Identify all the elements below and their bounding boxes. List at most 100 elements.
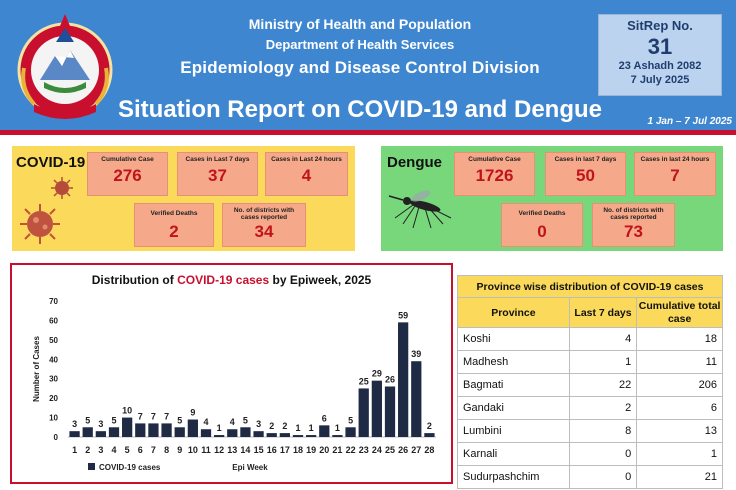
dengue-cumulative-label: Cumulative Case (468, 156, 521, 163)
dengue-deaths-label: Verified Deaths (518, 210, 566, 217)
province-last7: 0 (568, 442, 638, 466)
table-row: Karnali 0 1 (457, 442, 723, 466)
x-tick-label: 21 (332, 445, 342, 455)
chart-bar (411, 361, 422, 437)
dengue-cumulative-value: 1726 (475, 166, 514, 186)
bar-value-label: 2 (427, 421, 432, 431)
report-header: Ministry of Health and Population Depart… (0, 0, 736, 130)
bar-value-label: 1 (335, 423, 340, 433)
chart-bar (174, 427, 185, 437)
x-tick-label: 27 (411, 445, 421, 455)
dengue-last7-card: Cases in last 7 days 50 (545, 152, 626, 196)
province-last7: 1 (568, 350, 638, 374)
covid-districts-value: 34 (254, 222, 274, 242)
chart-bar (319, 425, 330, 437)
x-tick-label: 11 (201, 445, 211, 455)
legend-label: COVID-19 cases (99, 463, 161, 472)
sitrep-label: SitRep No. (627, 18, 693, 33)
province-total: 13 (636, 419, 723, 443)
dengue-panel-title: Dengue (387, 154, 443, 171)
division-name: Epidemiology and Disease Control Divisio… (180, 58, 540, 77)
covid-deaths-label: Verified Deaths (150, 210, 198, 217)
bar-value-label: 3 (98, 419, 103, 429)
province-name: Bagmati (457, 373, 570, 397)
bar-value-label: 2 (269, 421, 274, 431)
covid-last7-card: Cases in Last 7 days 37 (177, 152, 258, 196)
y-axis-label: Number of Cases (32, 336, 41, 402)
x-tick-label: 5 (125, 445, 130, 455)
province-name: Madhesh (457, 350, 570, 374)
chart-bar (266, 433, 277, 437)
y-tick-label: 20 (49, 394, 58, 403)
x-tick-label: 12 (214, 445, 224, 455)
province-last7: 0 (568, 465, 638, 489)
nepal-emblem-icon (17, 14, 113, 119)
table-row: Koshi 4 18 (457, 327, 723, 351)
sitrep-box: SitRep No. 31 23 Ashadh 2082 7 July 2025 (598, 14, 722, 96)
covid-deaths-card: Verified Deaths 2 (134, 203, 214, 247)
mosquito-icon (388, 190, 452, 229)
chart-title-suffix: by Epiweek, 2025 (269, 273, 372, 287)
covid-cumulative-value: 276 (113, 166, 142, 186)
province-table-title: Province wise distribution of COVID-19 c… (457, 275, 723, 298)
chart-bar (398, 322, 409, 437)
column-header-last7: Last 7 days (568, 297, 638, 328)
x-tick-label: 13 (227, 445, 237, 455)
province-last7: 22 (568, 373, 638, 397)
department-name: Department of Health Services (265, 37, 455, 52)
covid-panel-title: COVID-19 (16, 154, 86, 171)
bar-value-label: 5 (243, 415, 248, 425)
bar-value-label: 9 (190, 408, 195, 418)
covid-last24-value: 4 (301, 166, 312, 186)
bar-value-label: 1 (217, 423, 222, 433)
y-tick-label: 50 (49, 336, 58, 345)
chart-bar (200, 429, 212, 437)
covid-summary-panel: COVID-19 Cumulative Case 276 Cases in La… (12, 146, 355, 251)
bar-value-label: 3 (72, 419, 77, 429)
y-tick-label: 0 (54, 433, 59, 442)
province-table: Province wise distribution of COVID-19 c… (457, 275, 723, 489)
x-tick-label: 25 (385, 445, 395, 455)
dengue-districts-label: No. of districts with cases reported (603, 207, 664, 222)
x-tick-label: 14 (240, 445, 250, 455)
chart-bar (161, 423, 172, 437)
x-tick-label: 7 (151, 445, 156, 455)
x-tick-label: 8 (164, 445, 169, 455)
bar-value-label: 7 (151, 411, 156, 421)
bar-value-label: 1 (295, 423, 300, 433)
y-tick-label: 70 (49, 297, 58, 306)
covid-cumulative-card: Cumulative Case 276 (87, 152, 168, 196)
x-tick-label: 28 (424, 445, 434, 455)
covid-deaths-value: 2 (169, 222, 179, 242)
bar-value-label: 39 (411, 349, 421, 359)
column-header-province: Province (457, 297, 570, 328)
x-tick-label: 2 (85, 445, 90, 455)
dengue-last24-label: Cases in last 24 hours (640, 156, 710, 163)
x-tick-label: 16 (267, 445, 277, 455)
dengue-deaths-value: 0 (537, 222, 547, 242)
dengue-last7-label: Cases in last 7 days (554, 156, 617, 163)
bar-value-label: 2 (282, 421, 287, 431)
chart-bar (371, 380, 382, 437)
covid-last24-label: Cases in Last 24 hours (271, 156, 342, 163)
chart-bar (122, 417, 133, 437)
bar-value-label: 7 (164, 411, 169, 421)
province-total: 21 (636, 465, 723, 489)
y-tick-label: 10 (49, 414, 58, 423)
table-row: Madhesh 1 11 (457, 350, 723, 374)
virus-icon (51, 177, 73, 199)
chart-bar (384, 386, 396, 437)
y-tick-label: 60 (49, 316, 58, 325)
chart-bar (345, 427, 356, 437)
y-tick-label: 30 (49, 375, 58, 384)
province-last7: 4 (568, 327, 638, 351)
chart-title-prefix: Distribution of (91, 273, 178, 287)
x-tick-label: 20 (319, 445, 329, 455)
x-tick-label: 18 (293, 445, 303, 455)
dengue-districts-card: No. of districts with cases reported 73 (592, 203, 675, 247)
chart-bar (95, 431, 106, 437)
chart-title-highlight: COVID-19 cases (177, 273, 270, 287)
covid-last7-label: Cases in Last 7 days (185, 156, 250, 163)
covid-cumulative-label: Cumulative Case (101, 156, 154, 163)
dengue-last7-value: 50 (576, 166, 595, 186)
